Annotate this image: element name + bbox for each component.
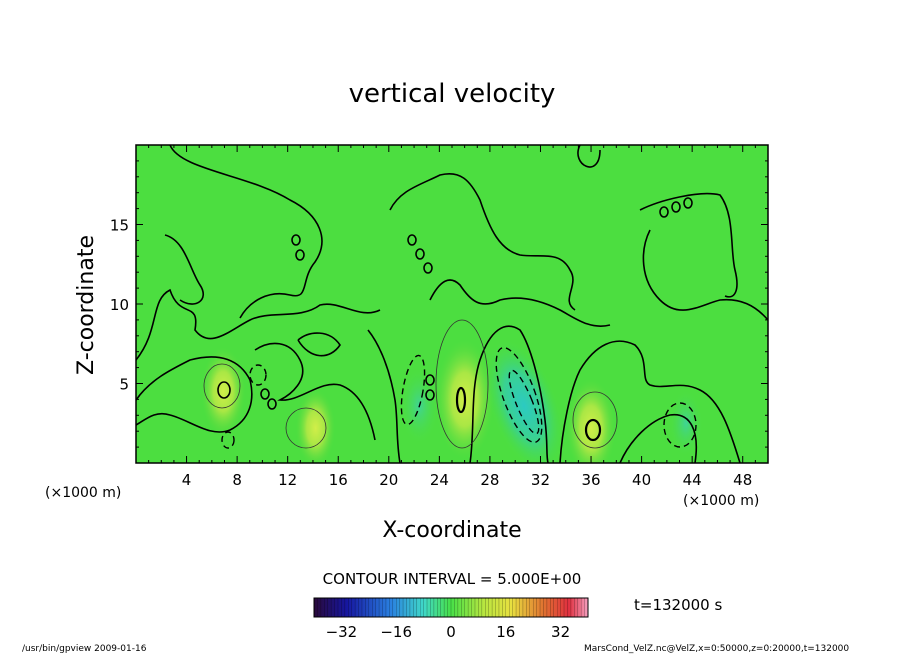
field-feature-0 [201,347,246,436]
contour-closed [423,262,433,274]
colorbar-tick-label: 0 [446,623,456,641]
contour-line [136,288,381,361]
x-unit-label-right: (×1000 m) [683,493,759,509]
contour-negative [221,431,235,449]
contour-closed [217,381,231,399]
contour-closed [425,389,435,401]
contour-closed [260,388,270,400]
contour-line [639,192,738,298]
contour-closed [572,391,618,449]
x-tick-label: 12 [278,471,297,489]
contour-line [559,340,741,463]
contour-closed [455,386,467,414]
x-unit-label-left: (×1000 m) [45,485,121,501]
colorbar-tick-label: 16 [496,623,515,641]
contour-closed [435,319,489,449]
contour-line [642,229,768,321]
x-tick-label: 8 [232,471,242,489]
contour-negative [508,369,540,435]
field-feature-1 [295,389,336,463]
contour-line [164,234,204,305]
contour-negative [663,402,697,448]
contour-interval-label: CONTOUR INTERVAL = 5.000E+00 [323,570,582,588]
contour-closed [659,206,669,218]
field-feature-4 [484,338,564,463]
contour-line [169,145,323,319]
contour-negative [495,346,543,444]
axis-ticks [136,145,768,463]
x-tick-label: 20 [379,471,398,489]
contour-line [297,332,341,357]
x-tick-label: 48 [733,471,752,489]
x-tick-labels: 4 8 12 16 20 24 28 32 36 40 44 48 [182,471,752,489]
contour-line [429,279,611,327]
contour-closed [584,418,602,442]
contour-line [469,325,549,463]
y-tick-label: 15 [110,217,129,235]
x-tick-label: 16 [329,471,348,489]
contour-closed [671,201,681,213]
y-tick-label: 10 [110,296,129,314]
colorbar-frame [313,597,589,618]
colorbar-labels: −32 −16 0 16 32 [326,623,571,641]
contour-line [367,329,401,463]
contour-closed [407,234,417,246]
contour-closed [415,248,425,260]
x-tick-label: 36 [581,471,600,489]
contour-closed [285,407,327,449]
x-tick-label: 44 [683,471,702,489]
x-tick-label: 32 [531,471,550,489]
x-tick-label: 24 [430,471,449,489]
contour-lines [136,145,768,463]
plot-area [136,145,768,463]
colorbar: −32 −16 0 16 32 [313,597,589,641]
contour-line [389,173,576,311]
contour-line [254,342,376,441]
colorbar-tick-label: −16 [380,623,412,641]
contour-closed [267,398,277,410]
contour-lines-thin [203,319,618,449]
colorbar-tick-label: −32 [326,623,358,641]
contour-closed [683,197,693,209]
contour-line [136,356,253,433]
x-tick-label: 40 [632,471,651,489]
negative-contours [221,346,697,449]
footer-right: MarsCond_VelZ.nc@VelZ,x=0:50000,z=0:2000… [584,644,849,654]
contour-closed [295,249,305,261]
contour-line [577,145,601,168]
time-label: t=132000 s [634,596,722,614]
x-tick-label: 28 [480,471,499,489]
contour-negative [249,364,267,386]
colorbar-tick-label: 32 [551,623,570,641]
contour-closed [291,234,301,246]
y-axis-label: Z-coordinate [74,235,99,375]
chart-title: vertical velocity [349,79,556,109]
field-feature-6 [668,389,704,457]
y-tick-label: 5 [119,376,129,394]
footer-left: /usr/bin/gpview 2009-01-16 [22,644,147,654]
x-tick-label: 4 [182,471,192,489]
contour-closed [425,374,435,386]
contour-negative [400,354,426,426]
contour-line [619,413,697,463]
contour-closed [203,363,241,409]
y-tick-labels: 5 10 15 [110,217,129,394]
colorbar-stripes [317,598,585,617]
x-axis-label: X-coordinate [382,518,521,543]
